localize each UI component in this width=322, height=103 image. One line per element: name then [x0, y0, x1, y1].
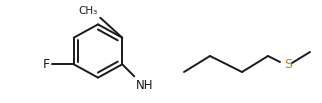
Text: F: F: [43, 58, 50, 71]
Text: CH₃: CH₃: [78, 6, 97, 16]
Text: S: S: [284, 59, 292, 71]
Text: NH: NH: [136, 79, 154, 92]
